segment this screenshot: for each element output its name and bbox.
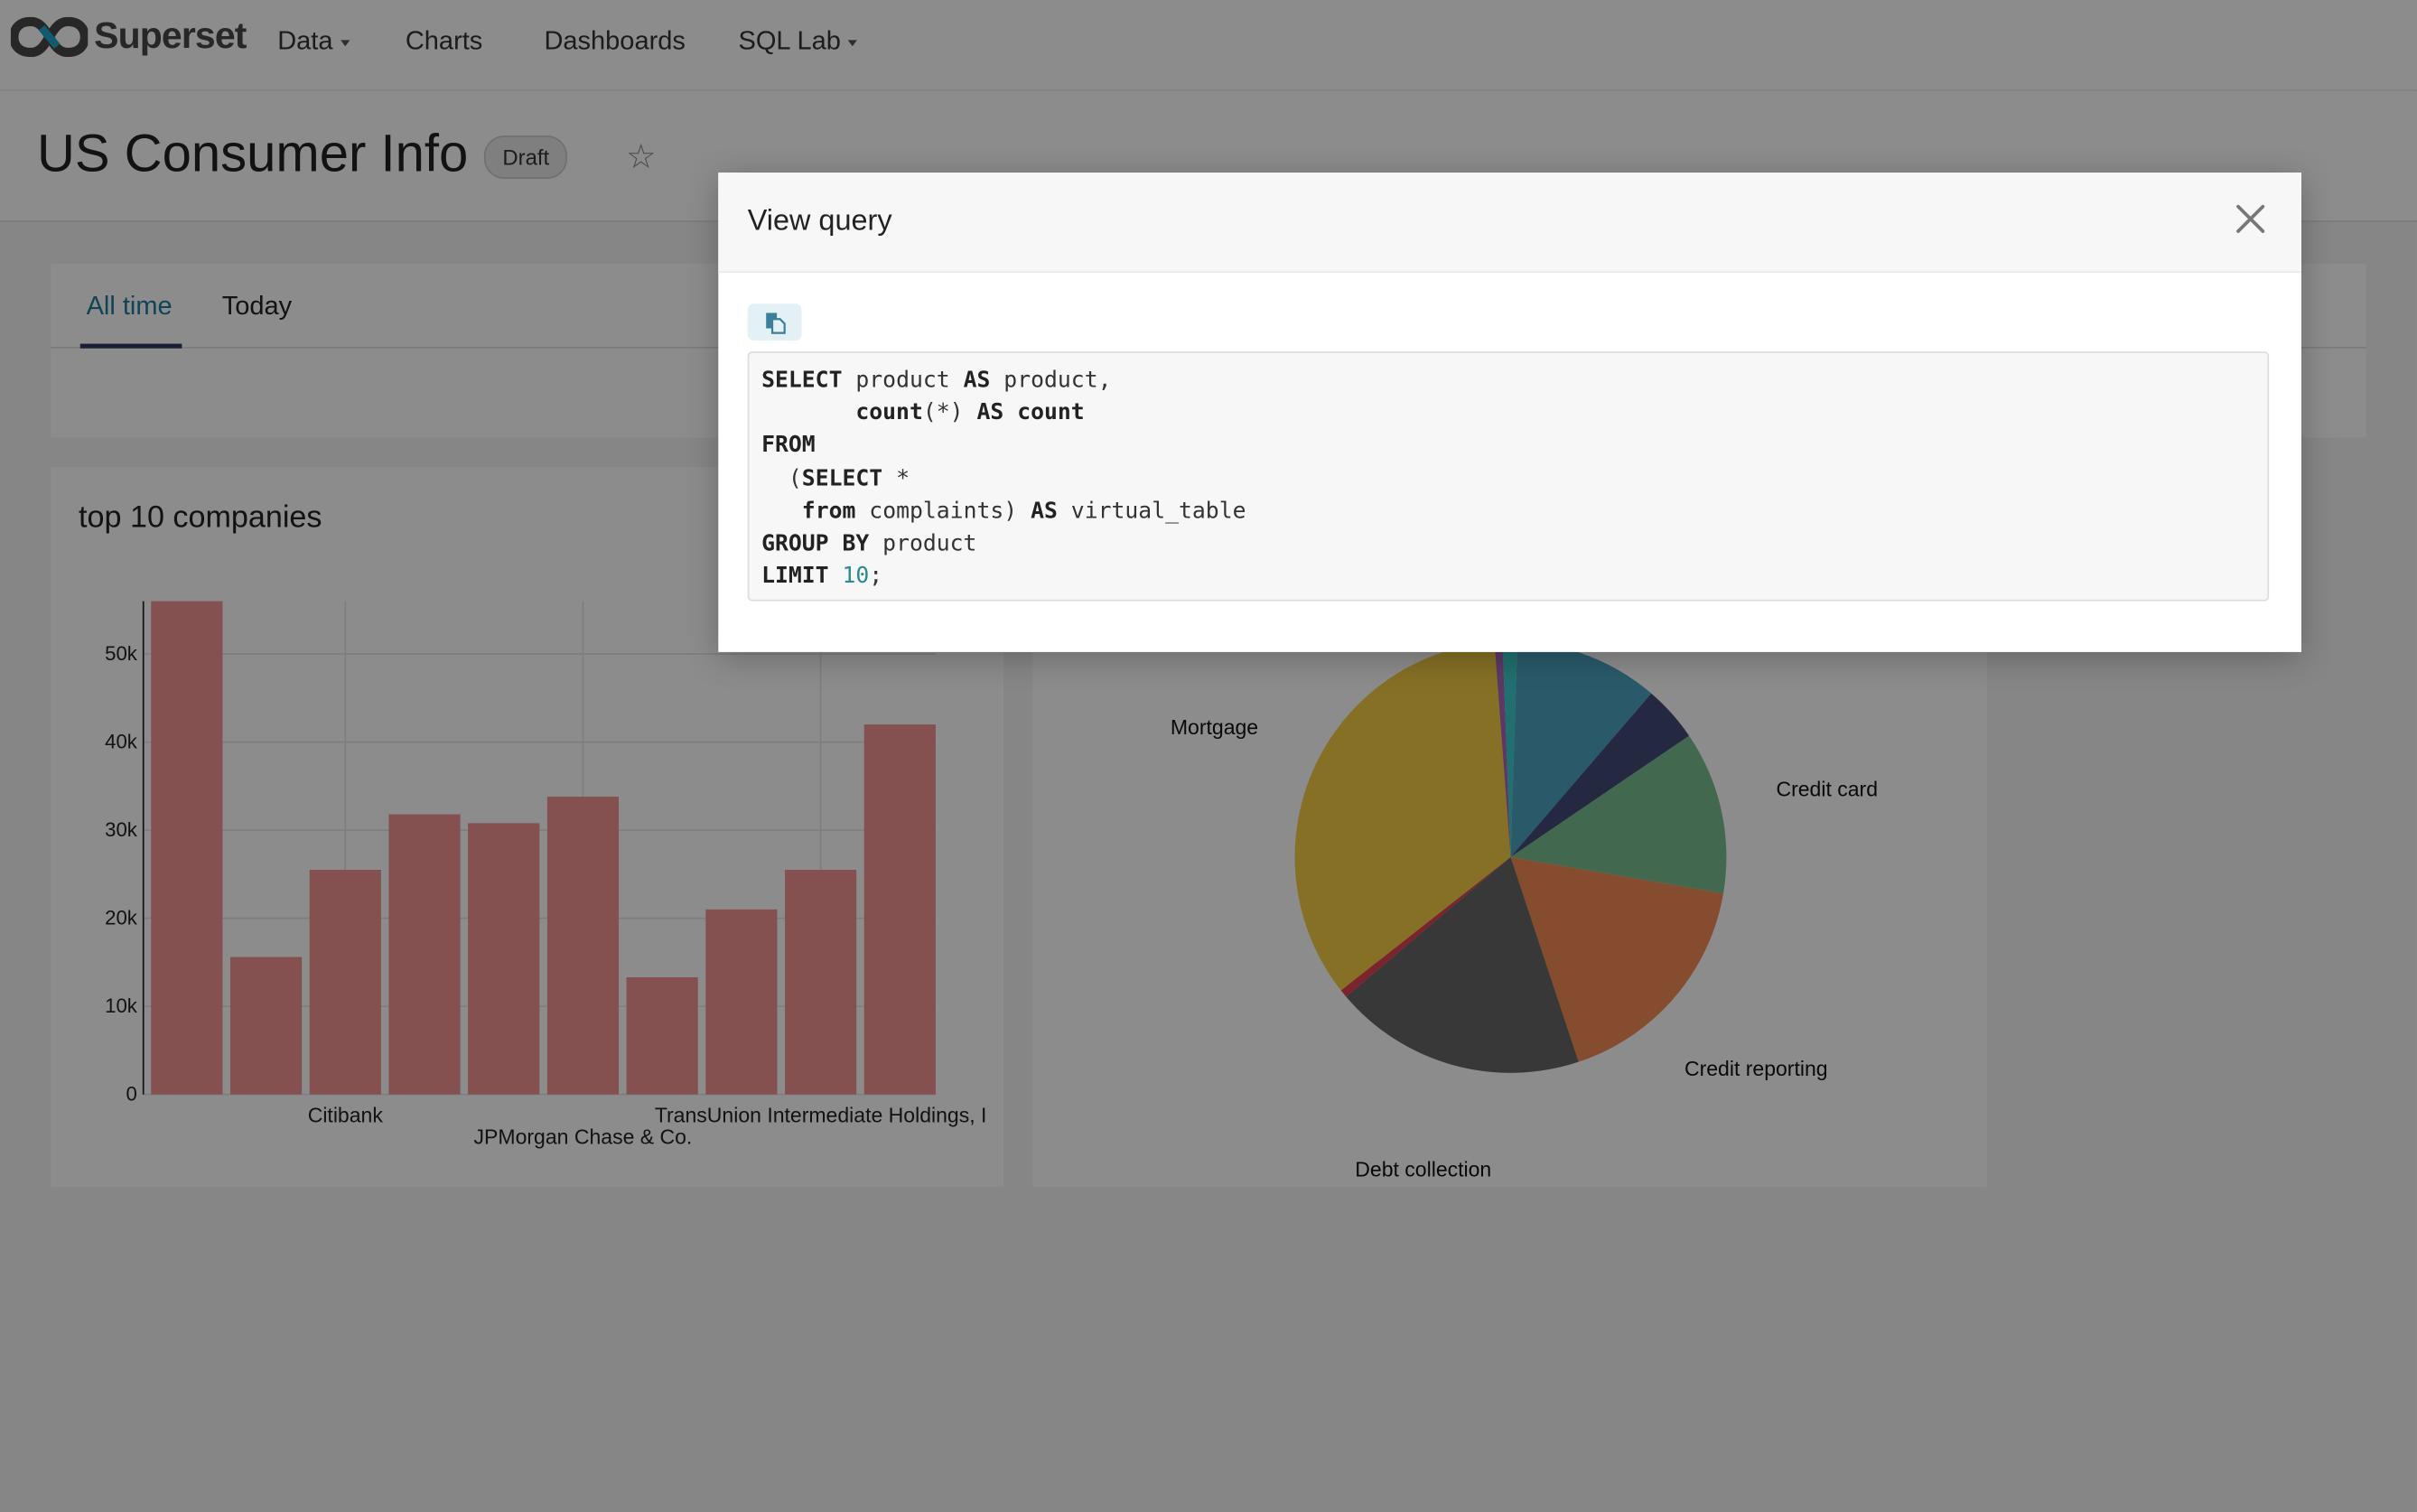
pie-slice bbox=[1510, 693, 1690, 857]
y-tick-label: 30k bbox=[105, 818, 138, 841]
pie-slice bbox=[1494, 641, 1511, 857]
nav-charts[interactable]: Charts bbox=[405, 26, 483, 56]
sql-code-block[interactable]: SELECT product AS product, count(*) AS c… bbox=[747, 351, 2270, 602]
sql-token: product bbox=[842, 368, 964, 394]
pie-slice bbox=[1510, 641, 1652, 857]
sql-token: complaints) bbox=[855, 499, 1031, 524]
pie-chart: Credit card Credit reporting Debt collecti… bbox=[1171, 640, 1878, 1181]
sql-token: product bbox=[869, 531, 977, 557]
sql-token: ; bbox=[869, 564, 883, 590]
pie-slice bbox=[1346, 856, 1579, 1073]
sql-keyword: AS bbox=[1031, 499, 1058, 524]
nav-dashboards[interactable]: Dashboards bbox=[544, 26, 686, 56]
nav-sql-lab-label: SQL Lab bbox=[738, 26, 841, 56]
copy-to-clipboard-button[interactable] bbox=[747, 303, 802, 341]
copy-icon bbox=[766, 313, 786, 334]
sql-line: from complaints) AS virtual_table bbox=[761, 496, 2255, 528]
sql-keyword: AS bbox=[976, 401, 1004, 426]
x-tick-label: TransUnion Intermediate Holdings, I bbox=[655, 1103, 987, 1126]
pie-label: Mortgage bbox=[1171, 715, 1258, 739]
bar bbox=[388, 814, 461, 1095]
bar bbox=[468, 823, 540, 1095]
pie-slice bbox=[1502, 640, 1511, 857]
bar-chart-card: top 10 companies 0 10k 20k 30k 40k 50k Citiban… bbox=[51, 467, 1004, 1188]
bar bbox=[546, 797, 620, 1095]
bar bbox=[229, 957, 303, 1095]
close-icon[interactable] bbox=[2230, 199, 2270, 238]
sql-line: SELECT product AS product, bbox=[761, 365, 2255, 397]
chart-title[interactable]: top 10 companies bbox=[79, 500, 322, 536]
sql-keyword: GROUP BY bbox=[761, 531, 870, 557]
sql-token: ( bbox=[761, 466, 802, 491]
brand-name[interactable]: Superset bbox=[94, 15, 247, 58]
sql-keyword: AS bbox=[963, 368, 991, 394]
sql-line: FROM bbox=[761, 431, 2255, 463]
y-tick-label: 20k bbox=[105, 906, 138, 929]
caret-down-icon bbox=[848, 39, 858, 46]
tab-all-time[interactable]: All time bbox=[86, 291, 173, 321]
sql-keyword: FROM bbox=[761, 434, 816, 459]
sql-token: product, bbox=[990, 368, 1112, 394]
bar bbox=[785, 870, 857, 1095]
pie-slice bbox=[1340, 856, 1511, 997]
pie-slice bbox=[1510, 856, 1723, 1062]
y-tick-label: 0 bbox=[126, 1083, 137, 1106]
pie-label: Debt collection bbox=[1355, 1158, 1491, 1181]
sql-line: (SELECT * bbox=[761, 463, 2255, 496]
sql-token bbox=[761, 401, 855, 425]
sql-keyword: SELECT bbox=[801, 466, 883, 491]
x-tick-label: Citibank bbox=[308, 1103, 384, 1126]
bar bbox=[626, 977, 698, 1095]
bar bbox=[863, 724, 936, 1095]
sql-token bbox=[829, 565, 843, 589]
pie-label: Credit reporting bbox=[1684, 1057, 1828, 1080]
y-tick-label: 10k bbox=[105, 994, 138, 1017]
sql-token: 10 bbox=[842, 564, 870, 590]
tab-today[interactable]: Today bbox=[221, 291, 293, 321]
page-title[interactable]: US Consumer Info bbox=[36, 125, 469, 184]
pie-slice bbox=[1510, 640, 1518, 857]
status-badge[interactable]: Draft bbox=[483, 135, 568, 179]
y-tick-label: 50k bbox=[105, 642, 138, 665]
pie-slice bbox=[1294, 641, 1511, 991]
caret-down-icon bbox=[341, 39, 350, 46]
bar bbox=[705, 909, 778, 1095]
sql-keyword: LIMIT bbox=[761, 564, 829, 590]
sql-line: GROUP BY product bbox=[761, 528, 2255, 561]
sql-line: LIMIT 10; bbox=[761, 562, 2255, 594]
pie-slice bbox=[1510, 735, 1727, 894]
x-tick-label: JPMorgan Chase & Co. bbox=[474, 1125, 693, 1148]
bar bbox=[151, 601, 223, 1095]
sql-keyword: count bbox=[1017, 401, 1085, 426]
y-tick-label: 40k bbox=[105, 730, 138, 752]
superset-logo-icon[interactable] bbox=[10, 16, 89, 58]
modal-title: View query bbox=[747, 204, 892, 238]
nav-sql-lab[interactable]: SQL Lab bbox=[738, 26, 858, 57]
pie-label: Credit card bbox=[1776, 777, 1878, 800]
navbar: Superset Data Charts Dashboards SQL Lab bbox=[0, 0, 2417, 91]
sql-token: virtual_table bbox=[1057, 499, 1246, 524]
sql-keyword: count bbox=[855, 401, 923, 426]
bar-chart: 0 10k 20k 30k 40k 50k Citibank JPMorgan Chase &… bbox=[105, 601, 987, 1148]
sql-keyword: SELECT bbox=[761, 368, 843, 394]
nav-data-label: Data bbox=[277, 26, 333, 56]
star-icon[interactable]: ☆ bbox=[625, 136, 657, 176]
sql-token: * bbox=[882, 466, 910, 491]
bar bbox=[309, 870, 381, 1095]
sql-token: (*) bbox=[922, 401, 977, 426]
nav-data[interactable]: Data bbox=[277, 26, 350, 57]
modal-header: View query bbox=[718, 173, 2301, 274]
sql-token bbox=[761, 499, 802, 524]
sql-token bbox=[1003, 401, 1017, 425]
active-tab-indicator bbox=[79, 343, 182, 349]
sql-keyword: from bbox=[801, 499, 856, 524]
sql-line: count(*) AS count bbox=[761, 398, 2255, 431]
view-query-modal: View query SELECT product AS product, co… bbox=[718, 173, 2301, 652]
